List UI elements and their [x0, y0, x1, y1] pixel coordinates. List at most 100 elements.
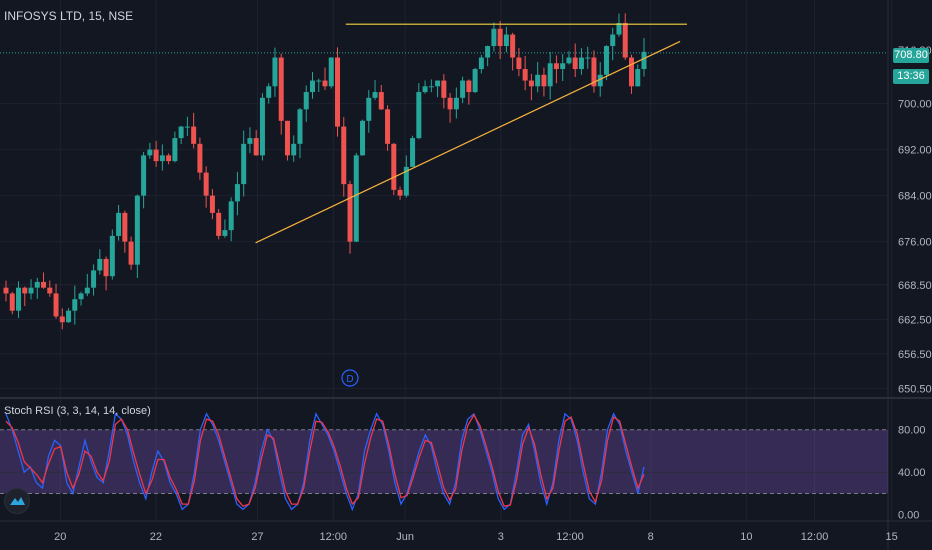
candle-body	[510, 34, 516, 58]
candle-body	[284, 120, 290, 156]
candle-body	[128, 241, 134, 265]
candle-body	[328, 57, 334, 87]
candle-body	[547, 63, 553, 87]
candle-body	[116, 212, 122, 236]
candle-body	[597, 74, 603, 87]
candle-body	[259, 97, 265, 156]
candle-body	[422, 86, 428, 93]
candle-body	[341, 126, 347, 185]
candle-body	[566, 57, 572, 64]
candle-body	[641, 51, 647, 70]
candle-body	[435, 80, 441, 87]
candle-body	[253, 138, 259, 156]
candle-body	[503, 34, 509, 47]
last-price-tag: 708.80	[893, 48, 929, 63]
time-axis-label: 12:00	[556, 531, 584, 543]
candle-body	[216, 212, 222, 236]
candle-body	[635, 69, 641, 87]
stoch-k-line	[5, 412, 645, 512]
candle-body	[353, 155, 359, 242]
stoch-axis-label: 40.00	[898, 467, 926, 479]
time-axis-label: 10	[740, 531, 752, 543]
candle-body	[84, 287, 90, 294]
stoch-axis-label: 80.00	[898, 425, 926, 437]
candle-body	[522, 69, 528, 81]
candle-body	[347, 184, 353, 242]
candle-body	[247, 138, 253, 144]
candle-body	[191, 126, 197, 144]
price-axis-label: 692.00	[898, 145, 932, 157]
candle-body	[272, 57, 278, 87]
candle-body	[222, 230, 228, 236]
candle-body	[209, 195, 215, 213]
candle-body	[122, 212, 128, 242]
price-axis-label: 668.50	[898, 280, 932, 292]
candle-body	[485, 46, 491, 58]
candle-body	[516, 57, 522, 70]
symbol-title: INFOSYS LTD, 15, NSE	[4, 9, 134, 23]
candle-body	[97, 258, 103, 271]
candle-body	[3, 287, 9, 294]
candle-body	[497, 28, 503, 47]
candle-body	[591, 57, 597, 87]
stoch-d-line	[5, 413, 645, 507]
candle-body	[309, 80, 315, 93]
candle-body	[16, 287, 22, 311]
price-axis-label: 700.00	[898, 99, 932, 111]
candle-body	[34, 281, 40, 288]
candle-body	[78, 293, 84, 300]
candle-body	[22, 287, 28, 294]
time-axis-label: 12:00	[801, 531, 829, 543]
candle-body	[178, 126, 184, 139]
candle-body	[385, 109, 391, 144]
price-axis-label: 676.00	[898, 237, 932, 249]
candle-body	[153, 149, 159, 162]
candle-body	[9, 293, 15, 311]
candle-body	[466, 80, 472, 93]
candle-body	[47, 287, 53, 294]
candle-body	[372, 92, 378, 98]
candle-body	[197, 143, 203, 173]
candle-body	[441, 80, 447, 98]
candle-body	[460, 80, 466, 98]
stoch-axis-label: 0.00	[898, 510, 919, 522]
candle-body	[291, 143, 297, 156]
time-axis-label: 22	[150, 531, 162, 543]
candle-body	[335, 57, 341, 127]
time-axis-label: Jun	[396, 531, 414, 543]
candle-body	[610, 34, 616, 47]
candle-body	[447, 97, 453, 110]
candle-body	[72, 299, 78, 311]
time-axis-label: 27	[251, 531, 263, 543]
candle-body	[316, 80, 322, 82]
indicator-title: Stoch RSI (3, 3, 14, 14, close)	[4, 405, 151, 417]
candle-body	[403, 166, 409, 196]
candle-body	[303, 92, 309, 110]
candle-body	[103, 258, 109, 277]
candle-body	[491, 28, 497, 47]
candle-body	[535, 74, 541, 87]
candle-body	[109, 235, 115, 277]
candle-body	[28, 287, 34, 294]
price-axis-label: 650.50	[898, 383, 932, 395]
candle-body	[297, 109, 303, 144]
candle-body	[366, 97, 372, 121]
candle-body	[416, 92, 422, 139]
candle-body	[578, 57, 584, 70]
candle-body	[560, 63, 566, 70]
tradingview-logo-icon	[4, 488, 30, 514]
candle-body	[472, 69, 478, 93]
time-axis-label: 12:00	[320, 531, 348, 543]
candle-body	[391, 143, 397, 190]
dividend-marker-label: D	[346, 374, 353, 385]
candle-body	[603, 46, 609, 75]
candle-body	[159, 155, 165, 162]
time-axis-label: 3	[498, 531, 504, 543]
candle-body	[172, 138, 178, 162]
candle-body	[585, 57, 591, 59]
price-axis-label: 662.50	[898, 314, 932, 326]
candle-body	[66, 310, 72, 323]
candle-body	[397, 189, 403, 196]
time-axis-label: 8	[648, 531, 654, 543]
